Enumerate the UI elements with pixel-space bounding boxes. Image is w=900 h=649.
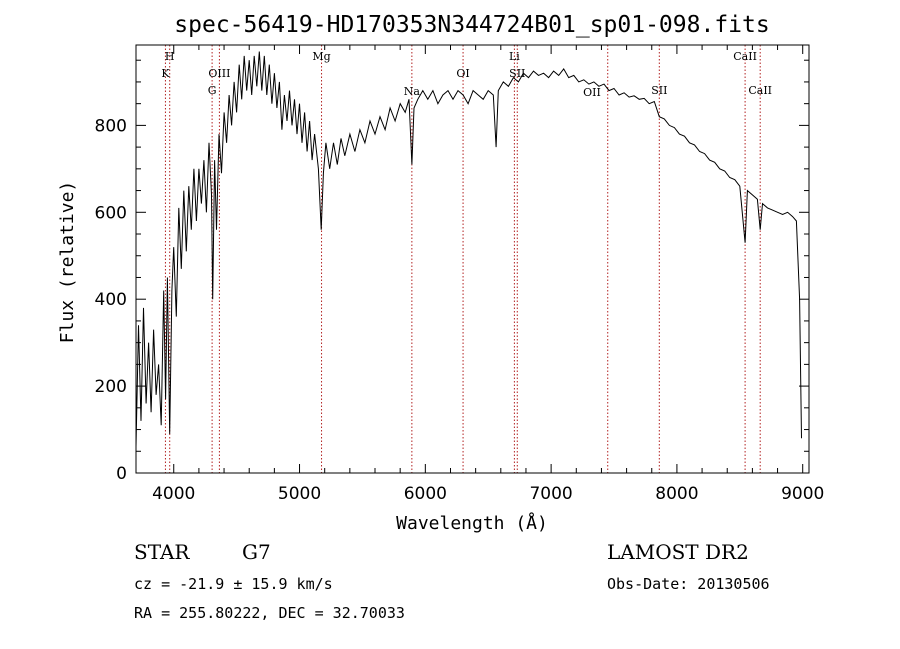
line-label-12: CaII bbox=[748, 84, 772, 97]
y-axis-ticks: 0 200 400 600 800 bbox=[95, 59, 809, 484]
x-axis-label: Wavelength (Å) bbox=[396, 512, 548, 534]
chart-title: spec-56419-HD170353N344724B01_sp01-098.f… bbox=[174, 12, 769, 38]
line-label-11: CaII bbox=[733, 50, 757, 63]
y-tick-label-0: 0 bbox=[116, 464, 127, 484]
x-tick-label-4: 8000 bbox=[655, 484, 698, 504]
redshift-value: cz = -21.9 ± 15.9 km/s bbox=[134, 575, 333, 593]
line-label-7: Li bbox=[509, 50, 520, 63]
y-tick-label-3: 600 bbox=[95, 203, 127, 223]
x-axis-ticks: 4000 5000 6000 7000 8000 9000 bbox=[152, 45, 824, 504]
y-tick-label-2: 400 bbox=[95, 290, 127, 310]
x-tick-label-1: 5000 bbox=[278, 484, 321, 504]
y-axis-label: Flux (relative) bbox=[57, 181, 78, 344]
plot-frame bbox=[135, 44, 810, 474]
y-tick-label-1: 200 bbox=[95, 377, 127, 397]
line-label-4: Mg bbox=[312, 50, 330, 63]
obs-date: Obs-Date: 20130506 bbox=[607, 575, 770, 593]
object-subclass: G7 bbox=[242, 540, 271, 564]
x-tick-label-5: 9000 bbox=[781, 484, 824, 504]
survey-name: LAMOST DR2 bbox=[607, 540, 749, 564]
line-label-2: OIII bbox=[208, 67, 230, 80]
object-class: STAR bbox=[134, 540, 190, 564]
line-label-10: SII bbox=[651, 84, 667, 97]
x-tick-label-3: 7000 bbox=[529, 484, 572, 504]
line-labels: HK OIII G Mg Na OI Li SII OII SII CaII CaII bbox=[161, 50, 772, 99]
line-label-8: SII bbox=[509, 67, 525, 80]
line-label-5: Na bbox=[404, 85, 421, 98]
line-label-1: K bbox=[161, 67, 170, 80]
line-label-6: OI bbox=[456, 67, 469, 80]
line-label-3: G bbox=[208, 84, 217, 97]
x-tick-label-0: 4000 bbox=[152, 484, 195, 504]
spectrum-line bbox=[135, 51, 802, 447]
line-label-0: H bbox=[165, 50, 175, 63]
line-markers bbox=[164, 45, 761, 473]
y-tick-label-4: 800 bbox=[95, 116, 127, 136]
x-tick-label-2: 6000 bbox=[404, 484, 447, 504]
line-label-9: OII bbox=[583, 86, 601, 99]
coordinates: RA = 255.80222, DEC = 32.70033 bbox=[134, 604, 405, 622]
